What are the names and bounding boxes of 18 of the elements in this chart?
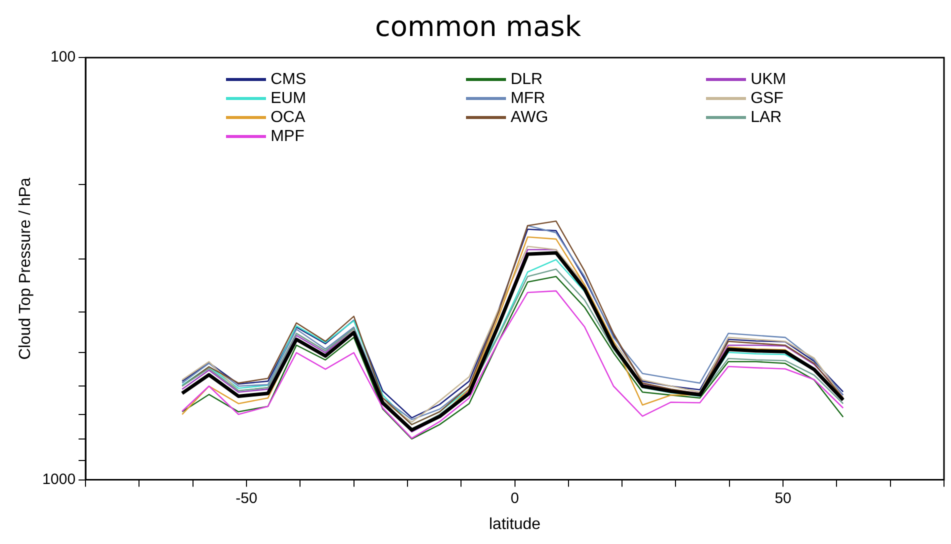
legend-label: AWG [510, 108, 548, 127]
legend-label: MPF [270, 126, 304, 146]
legend-label: CMS [270, 70, 306, 89]
legend-label: EUM [270, 88, 306, 108]
x-tick-label: 0 [510, 490, 519, 507]
legend-label: GSF [750, 88, 784, 108]
legend-label: LAR [750, 108, 782, 127]
legend-label: MFR [510, 88, 546, 108]
legend-label: DLR [510, 70, 543, 89]
chart-title: common mask [374, 10, 582, 44]
legend-label: OCA [270, 108, 306, 127]
x-tick-label: 50 [774, 490, 792, 507]
x-tick-label: -50 [236, 490, 258, 507]
legend-label: UKM [750, 70, 786, 89]
x-axis-title: latitude [488, 516, 541, 533]
y-axis-title: Cloud Top Pressure / hPa [17, 178, 34, 360]
y-tick-label: 100 [50, 48, 76, 66]
y-tick-label: 1000 [42, 470, 76, 488]
